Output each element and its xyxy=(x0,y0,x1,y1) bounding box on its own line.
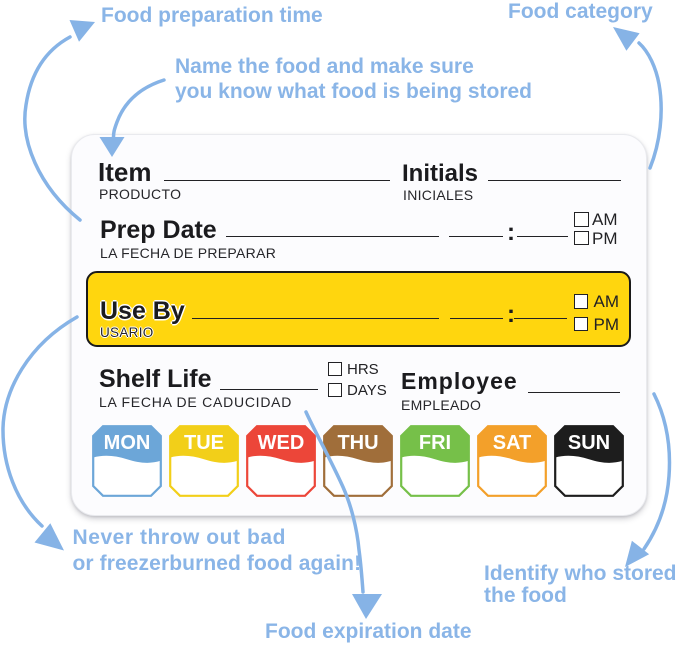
svg-text:THU: THU xyxy=(337,432,378,454)
svg-text:MON: MON xyxy=(104,432,151,454)
svg-text:FRI: FRI xyxy=(419,432,451,454)
svg-text:WED: WED xyxy=(258,432,305,454)
svg-text:SAT: SAT xyxy=(493,432,532,454)
svg-text:SUN: SUN xyxy=(568,432,610,454)
svg-text:TUE: TUE xyxy=(184,432,224,454)
